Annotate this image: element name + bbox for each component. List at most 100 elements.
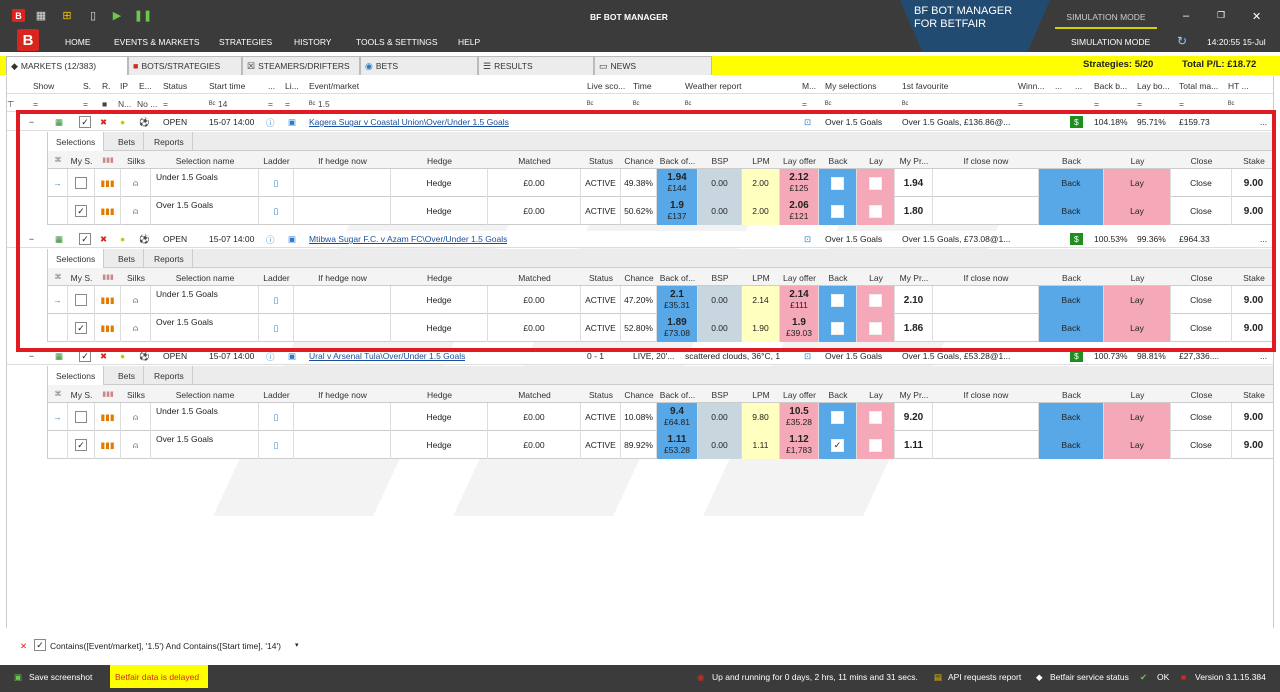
hedge-button[interactable]: Hedge [391, 169, 488, 197]
col-close[interactable]: Close [1190, 390, 1213, 400]
col-back[interactable]: Back [828, 156, 848, 166]
back-offer[interactable]: 9.4 £64.81 [657, 403, 698, 431]
tab-bets[interactable]: ◉ BETS [360, 56, 478, 75]
col-sel-status[interactable]: Status [588, 390, 614, 400]
col-silks[interactable]: Silks [127, 156, 145, 166]
col-chart-icon[interactable]: ▮▮▮ [102, 274, 114, 281]
col-status[interactable]: Status [163, 81, 188, 91]
my-selection-checkbox[interactable]: ✓ [68, 314, 95, 342]
col-my-s[interactable]: My S. [70, 156, 93, 166]
filter-more[interactable]: = [268, 99, 273, 109]
col-back[interactable]: Back [828, 273, 848, 283]
back-checkbox[interactable] [819, 169, 857, 197]
my-selection-checkbox[interactable] [68, 286, 95, 314]
filter-winn[interactable]: = [1018, 99, 1023, 109]
filter-r-checkbox[interactable]: ■ [102, 99, 108, 109]
remove-icon[interactable]: ✖ [100, 234, 108, 244]
lay-button[interactable]: Lay [1104, 314, 1171, 342]
col-lay-action[interactable]: Lay [1130, 390, 1145, 400]
collapse-icon[interactable]: − [29, 351, 34, 361]
back-checkbox-box[interactable] [831, 410, 844, 424]
menu-home[interactable]: HOME [65, 37, 91, 47]
selection-row[interactable]: ✓ ▮▮▮ ⍝ Over 1.5 Goals ▯ Hedge £0.00 ACTIVE 89.9… [48, 431, 1273, 459]
collapse-icon[interactable]: − [29, 234, 34, 244]
list-icon[interactable]: ▣ [288, 117, 297, 127]
subtab-bets[interactable]: Bets [110, 249, 145, 268]
back-button[interactable]: Back [1039, 286, 1104, 314]
save-screenshot-button[interactable]: Save screenshot [29, 672, 93, 682]
lay-checkbox[interactable] [857, 314, 895, 342]
checkbox[interactable] [75, 177, 87, 189]
col-lay[interactable]: Lay [869, 156, 883, 166]
col-time[interactable]: Time [633, 81, 652, 91]
col-back-action[interactable]: Back [1062, 156, 1081, 166]
col-ladder[interactable]: Ladder [263, 390, 290, 400]
lay-button[interactable]: Lay [1104, 431, 1171, 459]
col-close[interactable]: Close [1190, 156, 1213, 166]
back-offer[interactable]: 1.94 £144 [657, 169, 698, 197]
event-link[interactable]: Kagera Sugar v Coastal Union\Over/Under … [309, 117, 509, 127]
list-icon[interactable]: ▣ [288, 234, 297, 244]
lay-offer[interactable]: 2.12 £125 [780, 169, 819, 197]
tab-news[interactable]: ▭ NEWS [594, 56, 712, 75]
show-checkbox[interactable]: ✓ [79, 233, 91, 245]
tab-bots-strategies[interactable]: ■ BOTS/STRATEGIES [128, 56, 242, 75]
col-if-close-now[interactable]: If close now [963, 390, 1009, 400]
list-icon[interactable]: ▣ [288, 351, 297, 361]
col-more3[interactable]: ... [1075, 81, 1083, 91]
filter-show[interactable]: = [33, 99, 38, 109]
back-checkbox-box[interactable] [831, 321, 844, 335]
checkbox[interactable]: ✓ [75, 439, 87, 451]
toolbar-grid-icon[interactable]: ▦ [35, 9, 47, 22]
back-checkbox-box[interactable] [831, 293, 844, 307]
subtab-bets[interactable]: Bets [110, 132, 145, 151]
selection-row[interactable]: → ▮▮▮ ⍝ Under 1.5 Goals ▯ Hedge £0.00 ACTIVE 10.… [48, 403, 1273, 431]
filter-start-time[interactable]: ᴮᶜ 14 [209, 99, 228, 109]
hedge-button[interactable]: Hedge [391, 197, 488, 225]
menu-events-markets[interactable]: EVENTS & MARKETS [114, 37, 200, 47]
col-back-offer[interactable]: Back of... [659, 273, 696, 283]
filter-back-book[interactable]: = [1094, 99, 1099, 109]
filter-weather[interactable]: ᴮᶜ [685, 99, 692, 109]
col-winn[interactable]: Winn... [1018, 81, 1045, 91]
col-silks[interactable]: Silks [127, 273, 145, 283]
col-if-hedge-now[interactable]: If hedge now [318, 273, 367, 283]
col-weather[interactable]: Weather report [685, 81, 742, 91]
lay-checkbox-box[interactable] [869, 204, 882, 218]
col-if-hedge-now[interactable]: If hedge now [318, 390, 367, 400]
market-row[interactable]: − ▦ ✓ ✖ ● ⚽ OPEN 15-07 14:00 ⓘ ▣ Kagera Sugar v Co… [7, 114, 1273, 131]
col-if-close-now[interactable]: If close now [963, 156, 1009, 166]
col-chart-icon[interactable]: ▮▮▮ [102, 157, 114, 164]
lay-button[interactable]: Lay [1104, 286, 1171, 314]
col-my-profit[interactable]: My Pr... [899, 273, 929, 283]
my-selection-checkbox[interactable] [68, 169, 95, 197]
col-1st-favourite[interactable]: 1st favourite [902, 81, 949, 91]
stake-value[interactable]: 9.00 [1232, 169, 1273, 197]
subtab-selections[interactable]: Selections [48, 132, 105, 151]
lay-checkbox-box[interactable] [869, 176, 882, 190]
lay-button[interactable]: Lay [1104, 403, 1171, 431]
stake-value[interactable]: 9.00 [1232, 314, 1273, 342]
col-stake[interactable]: Stake [1243, 390, 1265, 400]
col-if-close-now[interactable]: If close now [963, 273, 1009, 283]
hedge-button[interactable]: Hedge [391, 286, 488, 314]
event-link[interactable]: Mtibwa Sugar F.C. v Azam FC\Over/Under 1… [309, 234, 508, 244]
market-row[interactable]: − ▦ ✓ ✖ ● ⚽ OPEN 15-07 14:00 ⓘ ▣ Mtibwa Sugar F.C.… [7, 231, 1273, 248]
col-my-selections[interactable]: My selections [825, 81, 877, 91]
toolbar-phone-icon[interactable]: ▯ [89, 9, 97, 22]
filter-e[interactable]: No ... [137, 99, 158, 109]
stake-value[interactable]: 9.00 [1232, 431, 1273, 459]
col-bsp[interactable]: BSP [711, 156, 729, 166]
col-stake[interactable]: Stake [1243, 156, 1265, 166]
restore-button[interactable]: ❐ [1217, 10, 1226, 20]
col-my-s[interactable]: My S. [70, 273, 93, 283]
col-close[interactable]: Close [1190, 273, 1213, 283]
subtab-selections[interactable]: Selections [48, 249, 105, 268]
col-total-matched[interactable]: Total ma... [1179, 81, 1219, 91]
play-icon[interactable]: ▶ [112, 9, 122, 22]
app-logo[interactable]: B [17, 29, 39, 51]
lay-offer[interactable]: 2.06 £121 [780, 197, 819, 225]
col-matched[interactable]: Matched [518, 156, 551, 166]
back-offer[interactable]: 1.89 £73.08 [657, 314, 698, 342]
stake-value[interactable]: 9.00 [1232, 197, 1273, 225]
